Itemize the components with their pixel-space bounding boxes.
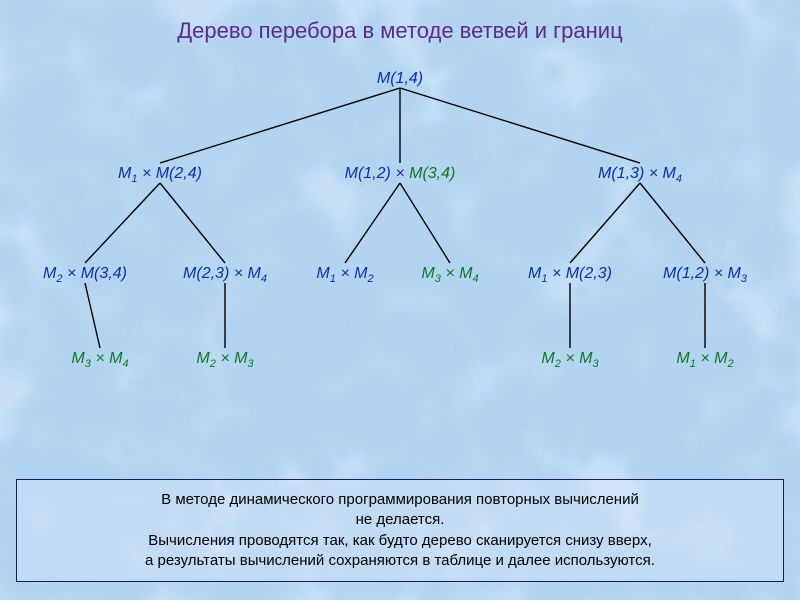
tree-node: M2 × M(3,4)	[43, 265, 127, 285]
tree-node: M(1,2) × M3	[663, 265, 747, 285]
tree-node: M1 × M2	[676, 350, 733, 370]
tree-node: M1 × M(2,3)	[528, 265, 612, 285]
tree-node: M(1,3) × M4	[598, 165, 682, 185]
caption-box: В методе динамического программирования …	[16, 479, 784, 582]
tree-node: M1 × M2	[316, 265, 373, 285]
caption-line: В методе динамического программирования …	[31, 490, 769, 510]
caption-line: Вычисления проводятся так, как будто дер…	[31, 531, 769, 551]
tree-node: M3 × M4	[71, 350, 128, 370]
tree-node: M(1,2) × M(3,4)	[345, 165, 456, 183]
tree-node: M2 × M3	[196, 350, 253, 370]
tree-node: M(2,3) × M4	[183, 265, 267, 285]
tree-node: M1 × M(2,4)	[118, 165, 202, 185]
slide-title: Дерево перебора в методе ветвей и границ	[0, 0, 800, 44]
caption-line: не делается.	[31, 510, 769, 530]
caption-line: а результаты вычислений сохраняются в та…	[31, 551, 769, 571]
slide-content: Дерево перебора в методе ветвей и границ…	[0, 0, 800, 600]
tree-node: M(1,4)	[377, 70, 423, 88]
tree-node: M3 × M4	[421, 265, 478, 285]
tree-node: M2 × M3	[541, 350, 598, 370]
